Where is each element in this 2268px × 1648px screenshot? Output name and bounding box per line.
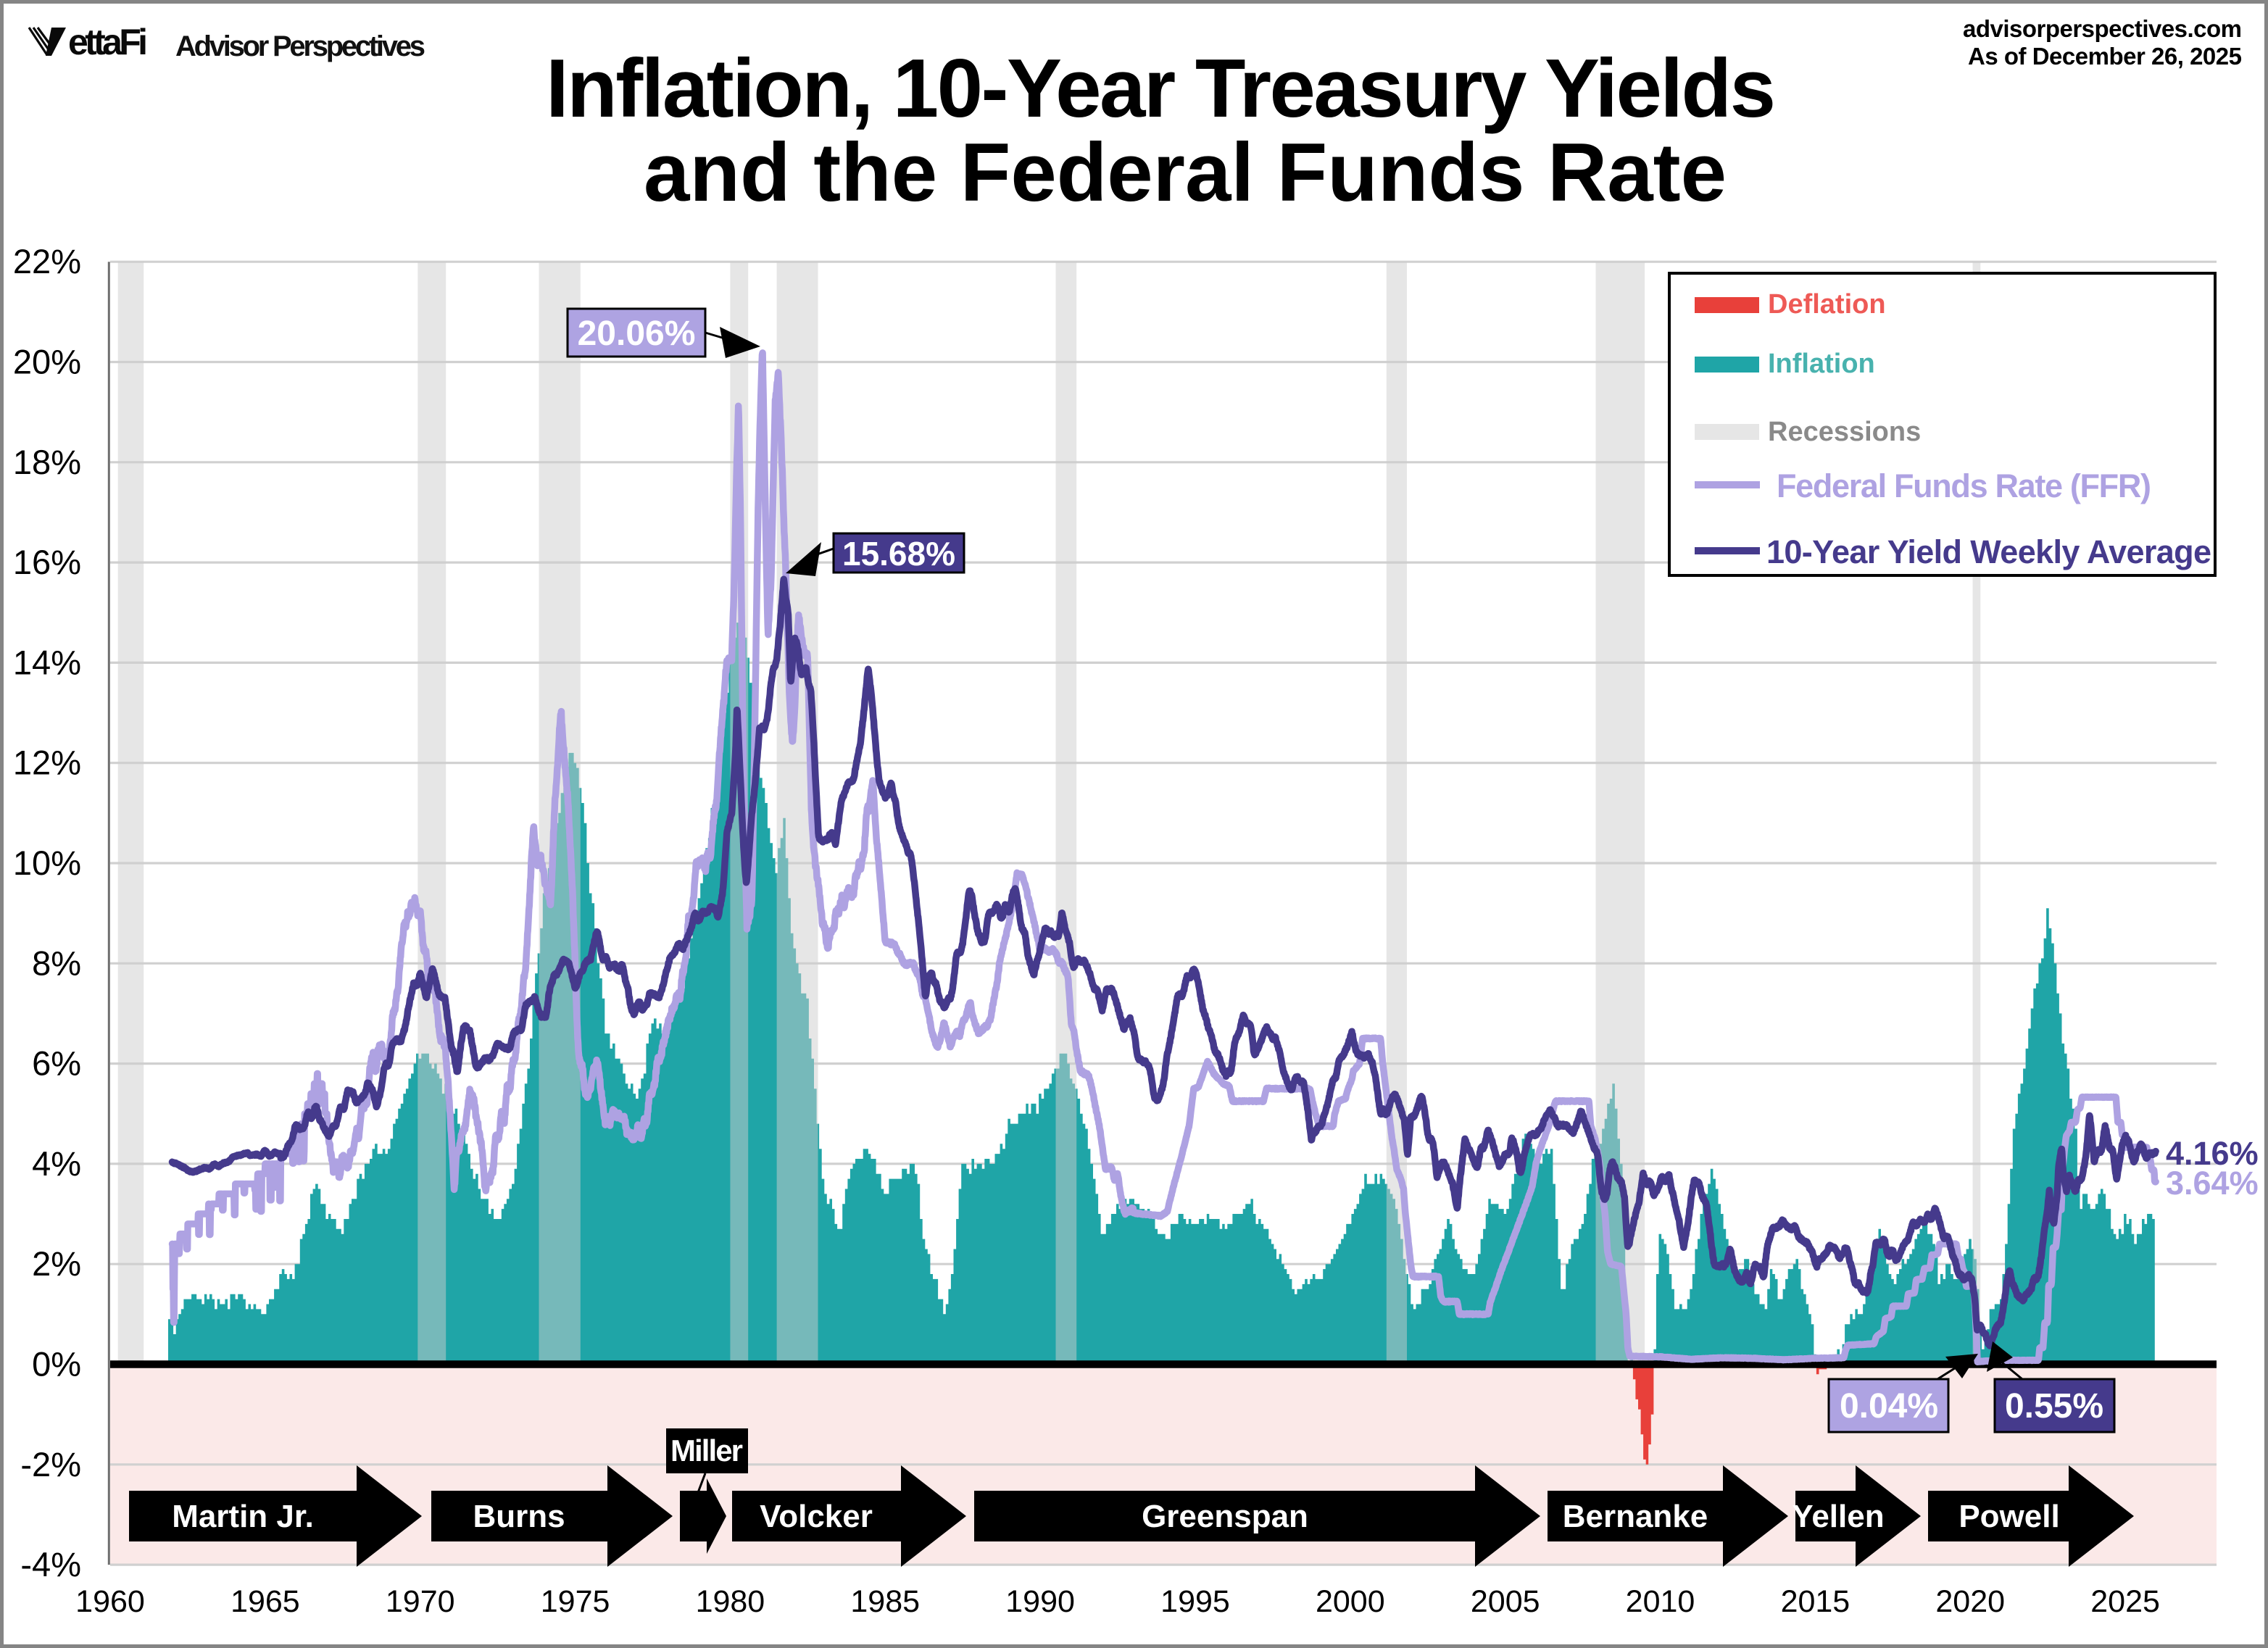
svg-text:6%: 6%	[32, 1044, 81, 1083]
svg-text:4%: 4%	[32, 1144, 81, 1183]
svg-text:Advisor Perspectives: Advisor Perspectives	[175, 30, 425, 62]
svg-text:15.68%: 15.68%	[842, 535, 955, 573]
svg-text:Recessions: Recessions	[1768, 417, 1921, 447]
svg-text:Bernanke: Bernanke	[1563, 1499, 1708, 1534]
svg-text:ettaFi: ettaFi	[68, 22, 148, 62]
svg-text:2%: 2%	[32, 1244, 81, 1283]
svg-text:Federal Funds Rate (FFR): Federal Funds Rate (FFR)	[1777, 467, 2151, 504]
svg-text:10-Year Yield Weekly Average: 10-Year Yield Weekly Average	[1766, 533, 2211, 570]
svg-text:-2%: -2%	[20, 1445, 81, 1483]
svg-text:8%: 8%	[32, 944, 81, 982]
svg-text:Miller: Miller	[670, 1433, 743, 1468]
svg-text:Greenspan: Greenspan	[1142, 1499, 1308, 1534]
svg-text:2015: 2015	[1781, 1584, 1850, 1619]
svg-text:Martin Jr.: Martin Jr.	[172, 1499, 314, 1534]
svg-text:Inflation, 10-Year Treasury Yi: Inflation, 10-Year Treasury Yields	[546, 43, 1776, 135]
svg-text:20%: 20%	[13, 343, 81, 381]
svg-text:0%: 0%	[32, 1345, 81, 1383]
svg-text:4.16%: 4.16%	[2166, 1135, 2259, 1172]
svg-text:1995: 1995	[1160, 1584, 1230, 1619]
svg-text:2010: 2010	[1626, 1584, 1695, 1619]
svg-text:Powell: Powell	[1958, 1499, 2059, 1534]
svg-text:18%: 18%	[13, 443, 81, 481]
svg-text:12%: 12%	[13, 744, 81, 782]
svg-text:1980: 1980	[696, 1584, 765, 1619]
svg-text:Burns: Burns	[473, 1499, 565, 1534]
svg-text:and the Federal Funds Rate: and the Federal Funds Rate	[644, 127, 1727, 219]
svg-text:2000: 2000	[1316, 1584, 1385, 1619]
svg-text:Inflation: Inflation	[1768, 349, 1875, 379]
svg-text:14%: 14%	[13, 643, 81, 681]
svg-text:1965: 1965	[230, 1584, 300, 1619]
svg-text:2025: 2025	[2090, 1584, 2160, 1619]
svg-text:20.06%: 20.06%	[578, 315, 696, 353]
svg-text:22%: 22%	[13, 242, 81, 280]
svg-text:2020: 2020	[1935, 1584, 2005, 1619]
svg-text:advisorperspectives.com: advisorperspectives.com	[1963, 15, 2242, 42]
svg-text:16%: 16%	[13, 543, 81, 581]
svg-text:10%: 10%	[13, 844, 81, 882]
svg-text:-4%: -4%	[20, 1545, 81, 1584]
svg-text:1990: 1990	[1005, 1584, 1075, 1619]
svg-text:Volcker: Volcker	[760, 1499, 873, 1534]
svg-text:1960: 1960	[75, 1584, 145, 1619]
svg-text:1985: 1985	[850, 1584, 920, 1619]
svg-text:Yellen: Yellen	[1792, 1499, 1884, 1534]
svg-text:3.64%: 3.64%	[2166, 1165, 2259, 1202]
svg-text:1970: 1970	[386, 1584, 455, 1619]
svg-text:As of December 26, 2025: As of December 26, 2025	[1968, 43, 2242, 70]
svg-text:1975: 1975	[541, 1584, 610, 1619]
svg-text:0.04%: 0.04%	[1840, 1387, 1938, 1426]
svg-text:0.55%: 0.55%	[2005, 1387, 2103, 1426]
svg-text:Deflation: Deflation	[1768, 289, 1886, 320]
svg-text:2005: 2005	[1471, 1584, 1540, 1619]
